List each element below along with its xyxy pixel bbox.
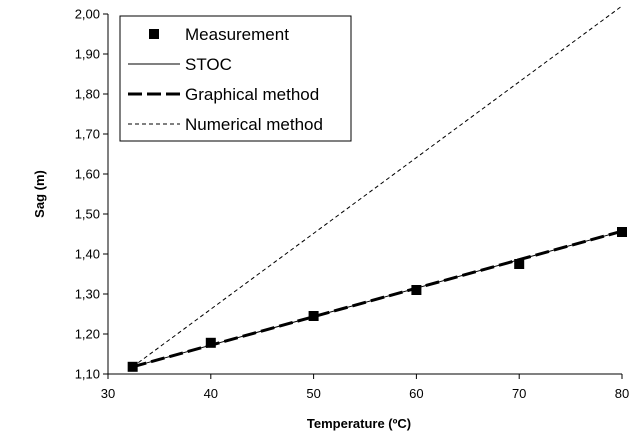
measurement-marker: [514, 259, 525, 269]
y-tick-label: 1,30: [75, 287, 100, 302]
measurement-marker: [205, 337, 216, 348]
y-tick-label: 1,40: [75, 247, 100, 262]
series-line-numerical-method: [132, 5, 623, 368]
y-tick-label: 1,20: [75, 327, 100, 342]
x-tick-label: 60: [409, 386, 423, 401]
x-tick-label: 80: [615, 386, 629, 401]
y-tick-label: 1,90: [75, 47, 100, 62]
y-tick-label: 1,60: [75, 167, 100, 182]
x-tick-label: 40: [204, 386, 218, 401]
legend-marker-measurement: [149, 29, 159, 39]
y-tick-label: 1,10: [75, 367, 100, 382]
x-tick-label: 50: [306, 386, 320, 401]
y-tick-label: 1,50: [75, 207, 100, 222]
measurement-marker: [308, 311, 319, 321]
x-axis-title: Temperature (ºC): [307, 416, 411, 431]
x-tick-label: 30: [101, 386, 115, 401]
legend-label: Measurement: [185, 25, 289, 44]
measurement-marker: [617, 227, 627, 237]
y-tick-label: 2,00: [75, 7, 100, 22]
measurement-marker: [127, 361, 138, 372]
legend-label: STOC: [185, 55, 232, 74]
y-axis-title: Sag (m): [32, 170, 47, 218]
legend-label: Graphical method: [185, 85, 319, 104]
legend: Measurement STOC Graphical method Numerical…: [119, 15, 352, 142]
axes: 1,10 1,20 1,30 1,40 1,50 1,60 1,70 1,80 1,90 2,00…: [75, 7, 630, 402]
y-tick-label: 1,70: [75, 127, 100, 142]
y-tick-label: 1,80: [75, 87, 100, 102]
series-layer: [127, 5, 627, 372]
x-tick-label: 70: [512, 386, 526, 401]
legend-label: Numerical method: [185, 115, 323, 134]
measurement-marker: [411, 285, 422, 295]
